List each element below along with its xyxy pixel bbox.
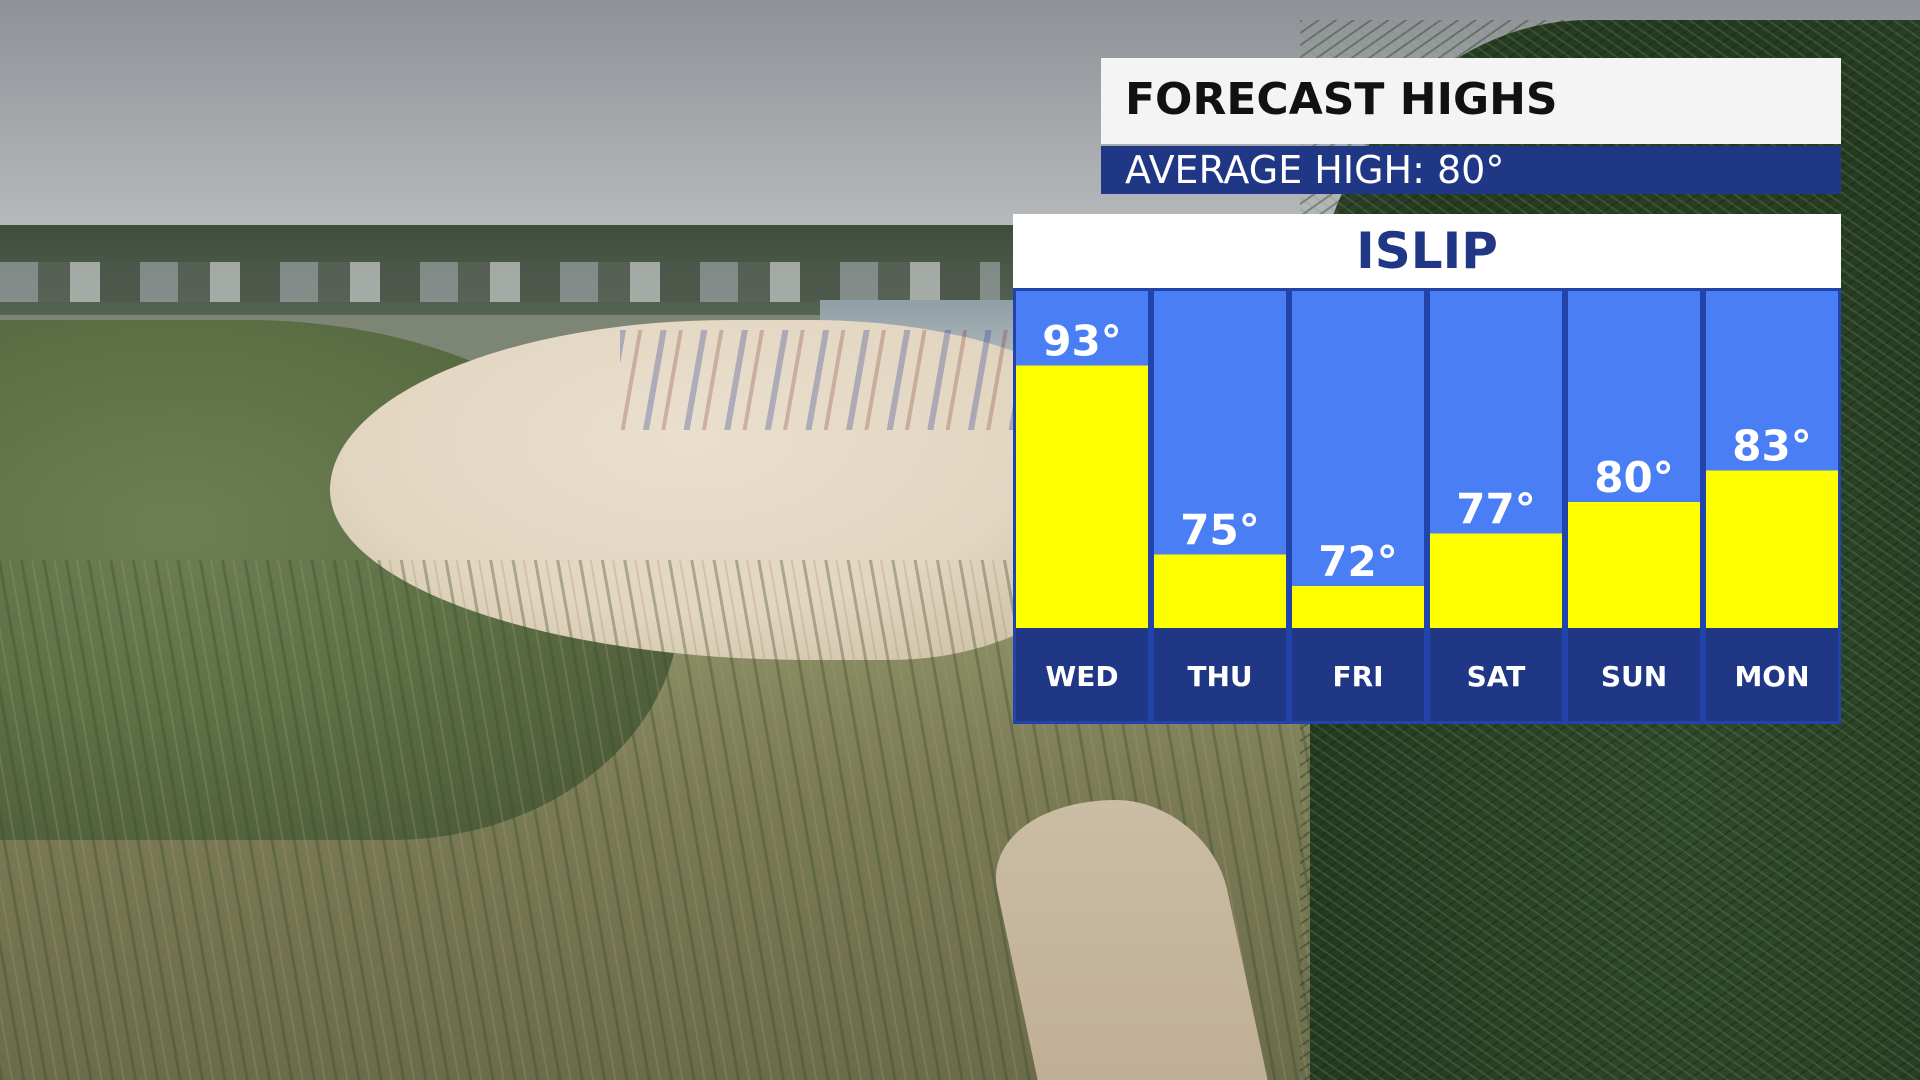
- day-band: [1706, 628, 1838, 721]
- value-label: 83°: [1732, 422, 1811, 471]
- subtitle-banner: AVERAGE HIGH: 80°: [1101, 146, 1841, 194]
- value-label: 77°: [1456, 485, 1535, 534]
- value-label: 72°: [1318, 537, 1397, 586]
- temperature-bar: [1016, 365, 1148, 628]
- beach-houses: [0, 262, 1000, 302]
- beach-crowd: [620, 330, 1020, 430]
- location-banner: ISLIP: [1013, 214, 1841, 288]
- day-band: [1568, 628, 1700, 721]
- value-label: 93°: [1042, 317, 1121, 366]
- value-label: 75°: [1180, 506, 1259, 555]
- day-label: SUN: [1601, 660, 1667, 693]
- title-banner: FORECAST HIGHS: [1101, 58, 1841, 144]
- temperature-bar: [1706, 470, 1838, 628]
- day-label: WED: [1045, 660, 1118, 693]
- temperature-bar: [1292, 586, 1424, 628]
- temperature-bar: [1154, 554, 1286, 628]
- day-label: SAT: [1467, 660, 1526, 693]
- chart-svg: 93° WED 75° THU 72° FRI 77° SAT 80° SUN 83° MON: [1013, 288, 1841, 724]
- chart-frame: [1013, 288, 1841, 724]
- chart-title: FORECAST HIGHS: [1125, 74, 1558, 125]
- location-name: ISLIP: [1356, 222, 1498, 280]
- sand-beach: [330, 320, 1130, 660]
- average-high-text: AVERAGE HIGH: 80°: [1125, 148, 1505, 192]
- temperature-bar: [1430, 533, 1562, 628]
- day-label: MON: [1734, 660, 1809, 693]
- day-band: [1154, 628, 1286, 721]
- column-background: [1292, 291, 1424, 628]
- day-band: [1292, 628, 1424, 721]
- day-label: FRI: [1332, 660, 1383, 693]
- day-label: THU: [1187, 660, 1252, 693]
- forecast-bar-chart: 93° WED 75° THU 72° FRI 77° SAT 80° SUN 83° MON: [1013, 288, 1841, 724]
- day-band: [1016, 628, 1148, 721]
- value-label: 80°: [1594, 453, 1673, 502]
- temperature-bar: [1568, 502, 1700, 628]
- day-band: [1430, 628, 1562, 721]
